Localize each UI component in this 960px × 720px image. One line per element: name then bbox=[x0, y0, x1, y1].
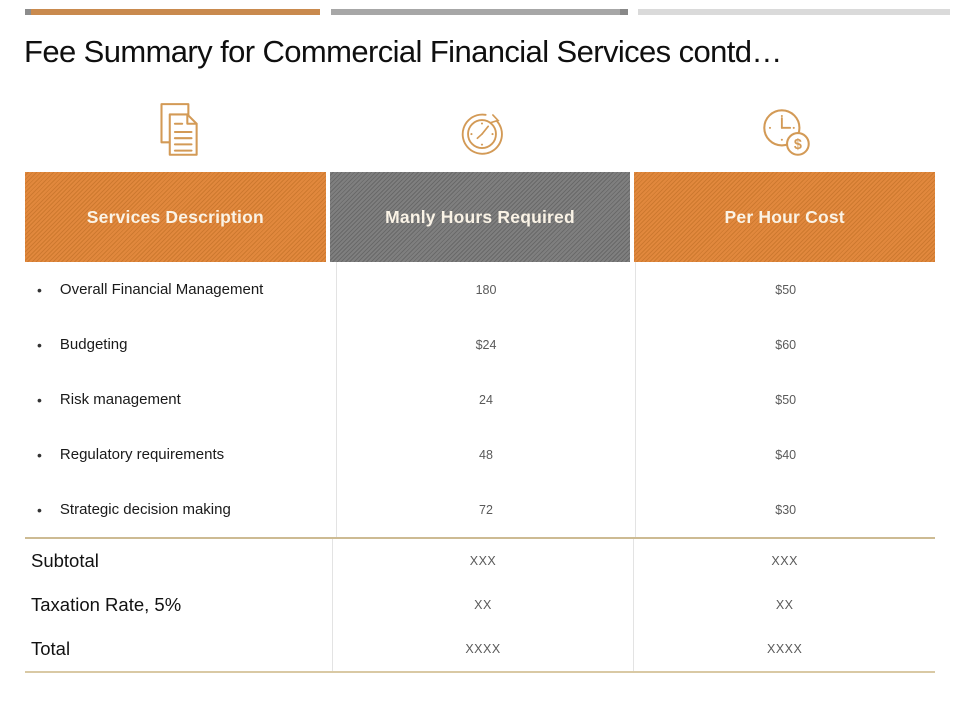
hours-cell: 24 bbox=[335, 372, 636, 427]
service-cell: • Budgeting bbox=[25, 317, 336, 372]
bullet-icon: • bbox=[37, 501, 42, 518]
service-label: Budgeting bbox=[59, 336, 128, 353]
stopwatch-icon bbox=[330, 98, 633, 166]
bullet-icon: • bbox=[37, 446, 42, 463]
table-row: • Strategic decision making 72 $30 bbox=[25, 482, 935, 537]
hours-cell: 72 bbox=[335, 482, 636, 537]
service-cell: • Regulatory requirements bbox=[25, 427, 336, 482]
cost-cell: $40 bbox=[635, 427, 935, 482]
table-header-row: Services Description Manly Hours Require… bbox=[25, 172, 936, 262]
table-summary: Subtotal XXX XXX Taxation Rate, 5% XX XX… bbox=[25, 537, 935, 673]
summary-row-subtotal: Subtotal XXX XXX bbox=[25, 539, 935, 583]
table-body: • Overall Financial Management 180 $50 •… bbox=[25, 262, 935, 537]
service-label: Overall Financial Management bbox=[59, 281, 264, 298]
service-cell: • Overall Financial Management bbox=[25, 262, 336, 317]
summary-row-taxation: Taxation Rate, 5% XX XX bbox=[25, 583, 935, 627]
page-title: Fee Summary for Commercial Financial Ser… bbox=[24, 34, 782, 69]
table-row: • Regulatory requirements 48 $40 bbox=[25, 427, 935, 482]
summary-row-total: Total XXXX XXXX bbox=[25, 627, 935, 671]
bullet-icon: • bbox=[37, 281, 42, 298]
top-bar-orange bbox=[25, 9, 320, 15]
header-services-description: Services Description bbox=[25, 172, 326, 262]
cost-cell: XXX bbox=[633, 539, 935, 583]
service-label: Strategic decision making bbox=[59, 501, 231, 518]
cost-cell: $60 bbox=[635, 317, 935, 372]
summary-label: Total bbox=[31, 638, 71, 659]
top-bar-gray bbox=[331, 9, 621, 15]
bullet-icon: • bbox=[37, 391, 42, 408]
hours-cell: $24 bbox=[335, 317, 636, 372]
bullet-icon: • bbox=[37, 336, 42, 353]
summary-label: Subtotal bbox=[31, 550, 99, 571]
service-label: Regulatory requirements bbox=[59, 446, 225, 463]
document-icon bbox=[25, 98, 328, 166]
cost-cell: XX bbox=[633, 583, 935, 627]
table-row: • Risk management 24 $50 bbox=[25, 372, 935, 427]
cost-cell: $50 bbox=[635, 262, 935, 317]
cost-cell: $30 bbox=[635, 482, 935, 537]
cost-cell: $50 bbox=[635, 372, 935, 427]
clock-dollar-icon: $ bbox=[634, 98, 937, 166]
service-cell: • Strategic decision making bbox=[25, 482, 336, 537]
fee-table: Services Description Manly Hours Require… bbox=[25, 172, 936, 673]
hours-cell: XX bbox=[331, 583, 634, 627]
top-bar-light-gray bbox=[638, 9, 950, 15]
header-manly-hours-required: Manly Hours Required bbox=[329, 172, 631, 262]
top-bar-gray-cap bbox=[620, 9, 628, 15]
table-row: • Budgeting $24 $60 bbox=[25, 317, 935, 372]
hours-cell: XXXX bbox=[331, 627, 634, 671]
cost-cell: XXXX bbox=[633, 627, 935, 671]
header-per-hour-cost: Per Hour Cost bbox=[634, 172, 936, 262]
hours-cell: XXX bbox=[331, 539, 634, 583]
table-row: • Overall Financial Management 180 $50 bbox=[25, 262, 935, 317]
hours-cell: 180 bbox=[335, 262, 636, 317]
service-cell: • Risk management bbox=[25, 372, 336, 427]
service-label: Risk management bbox=[59, 391, 181, 408]
svg-text:$: $ bbox=[793, 137, 801, 153]
summary-label: Taxation Rate, 5% bbox=[31, 594, 182, 615]
top-bar-start-cap bbox=[25, 9, 31, 15]
hours-cell: 48 bbox=[335, 427, 636, 482]
